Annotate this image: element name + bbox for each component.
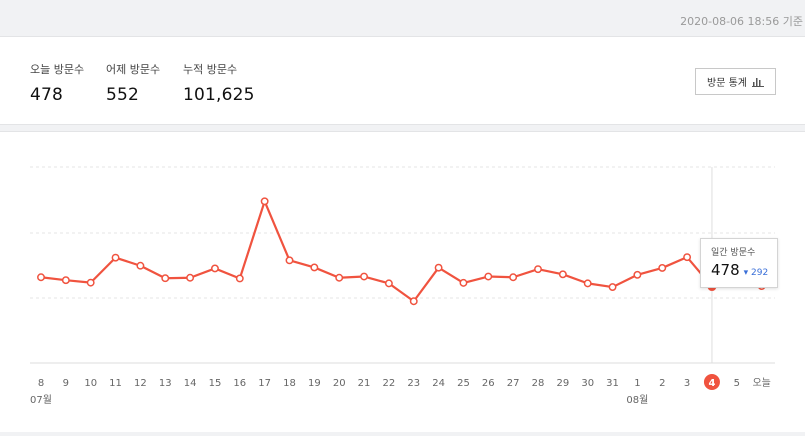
x-tick-label: 13 <box>159 378 172 389</box>
tooltip-delta-value: 292 <box>751 268 769 278</box>
data-point <box>37 273 45 282</box>
data-point <box>235 274 244 283</box>
data-point <box>260 197 269 206</box>
x-tick-label: 8 <box>38 378 44 389</box>
data-point <box>111 253 120 262</box>
yesterday-visits-label: 어제 방문수 <box>106 63 161 76</box>
x-tick-label: 23 <box>407 378 420 389</box>
today-visits-stat: 오늘 방문수 478 <box>30 61 84 105</box>
today-visits-label: 오늘 방문수 <box>30 63 85 76</box>
total-visits-stat: 누적 방문수 101,625 <box>183 61 255 105</box>
month-label: 08월 <box>626 394 648 406</box>
data-point <box>409 297 418 306</box>
data-point <box>86 278 95 287</box>
visit-stats-button[interactable]: 방문 통계 <box>695 68 776 95</box>
x-tick-label: 29 <box>556 378 569 389</box>
data-point <box>360 272 368 281</box>
data-point <box>61 276 70 285</box>
data-point <box>583 279 592 288</box>
today-visits-value: 478 <box>30 85 64 105</box>
data-point <box>509 273 518 282</box>
data-point <box>658 263 667 272</box>
visit-stats-button-label: 방문 통계 <box>707 78 747 89</box>
data-point <box>211 264 219 273</box>
x-tick-label: 5 <box>734 378 740 389</box>
month-label: 07월 <box>30 394 52 406</box>
data-point <box>335 273 344 282</box>
total-visits-value: 101,625 <box>183 85 255 105</box>
tooltip-value: 478 <box>711 261 740 279</box>
bar-chart-icon <box>751 77 764 87</box>
x-tick-label: 27 <box>507 378 520 389</box>
x-tick-label: 9 <box>63 378 69 389</box>
data-point <box>136 261 145 270</box>
x-tick-label: 31 <box>606 378 619 389</box>
x-tick-label: 19 <box>308 378 321 389</box>
x-tick-label: 20 <box>333 378 346 389</box>
x-tick-label: 2 <box>659 378 665 389</box>
x-tick-label: 11 <box>109 378 122 389</box>
daily-visits-chart: 8 9 10 11 12 13 14 15 16 17 18 19 20 21 22 23 24 25 26 27 28… <box>30 166 775 406</box>
down-arrow-icon: ▾ <box>743 268 749 278</box>
total-visits-label: 누적 방문수 <box>183 63 238 76</box>
data-point <box>384 279 393 288</box>
x-tick-label: 18 <box>283 378 296 389</box>
data-point <box>608 283 617 292</box>
x-tick-label: 4 <box>708 378 715 389</box>
x-tick-label: 21 <box>358 378 371 389</box>
x-tick-label: 오늘 <box>752 377 770 389</box>
tooltip-title: 일간 방문수 <box>711 248 756 258</box>
data-point <box>558 270 567 279</box>
chart-card: 8 9 10 11 12 13 14 15 16 17 18 19 20 21 22 23 24 25 26 27 28… <box>0 131 805 432</box>
reference-timestamp: 2020-08-06 18:56 기준 <box>680 15 803 28</box>
x-tick-label: 25 <box>457 378 470 389</box>
x-tick-label: 28 <box>532 378 545 389</box>
x-tick-label: 14 <box>184 378 197 389</box>
data-point <box>285 256 294 265</box>
x-tick-label: 24 <box>432 378 445 389</box>
data-point <box>310 263 319 272</box>
data-point <box>683 253 692 262</box>
data-point <box>161 274 170 283</box>
x-tick-label: 26 <box>482 378 495 389</box>
data-point <box>434 263 443 272</box>
data-point <box>484 272 493 281</box>
x-tick-label: 30 <box>581 378 594 389</box>
data-point <box>534 265 542 274</box>
yesterday-visits-stat: 어제 방문수 552 <box>106 61 160 105</box>
x-tick-label: 3 <box>684 378 690 389</box>
x-tick-label: 22 <box>383 378 396 389</box>
summary-card: 오늘 방문수 478 어제 방문수 552 누적 방문수 101,625 방문 … <box>0 36 805 125</box>
x-tick-label: 10 <box>84 378 97 389</box>
series-line <box>40 200 762 303</box>
tooltip-delta: ▾ 292 <box>744 268 769 278</box>
selected-day-badge <box>703 374 720 390</box>
yesterday-visits-value: 552 <box>106 85 140 105</box>
x-tick-label: 16 <box>233 378 246 389</box>
daily-visits-tooltip: 일간 방문수 478 ▾ 292 <box>700 238 778 288</box>
x-tick-label: 1 <box>634 378 640 389</box>
x-tick-label: 17 <box>258 378 271 389</box>
x-tick-label: 12 <box>134 378 147 389</box>
x-tick-label: 15 <box>209 378 222 389</box>
data-point <box>186 273 195 282</box>
data-point <box>459 278 468 287</box>
data-point <box>633 270 642 279</box>
